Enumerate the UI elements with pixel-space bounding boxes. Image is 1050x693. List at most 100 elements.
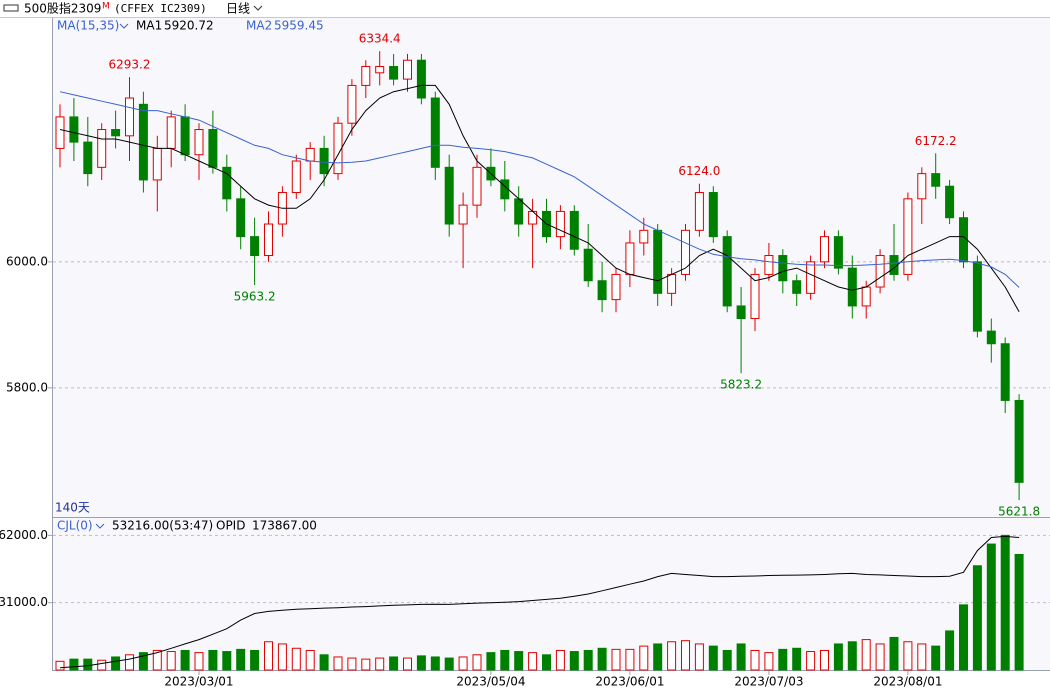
candle-body bbox=[708, 192, 718, 238]
volume-bar bbox=[180, 649, 190, 671]
volume-bar bbox=[750, 649, 760, 671]
subtitle: (CFFEX IC2309) bbox=[114, 2, 207, 15]
candle-body bbox=[69, 116, 79, 143]
volume-title[interactable]: CJL(0) bbox=[57, 519, 93, 533]
candle-body bbox=[931, 173, 941, 187]
volume-bar bbox=[1000, 534, 1010, 671]
candle-body bbox=[1014, 399, 1024, 483]
volume-bar bbox=[820, 649, 829, 671]
price-annotation: 6124.0 bbox=[678, 164, 720, 178]
candle-body bbox=[319, 147, 329, 175]
volume-bar bbox=[444, 657, 454, 671]
ma-readout: 5920.72 bbox=[164, 19, 214, 33]
candle-body bbox=[97, 129, 107, 168]
ma-line bbox=[59, 84, 1020, 313]
title-mark: M bbox=[102, 2, 110, 12]
candle-body bbox=[861, 286, 871, 307]
candle-body bbox=[472, 166, 482, 206]
volume-bar bbox=[125, 654, 134, 671]
candle-body bbox=[291, 160, 301, 194]
volume-bar bbox=[889, 636, 899, 671]
volume-bar bbox=[625, 648, 635, 671]
volume-bar bbox=[542, 654, 551, 671]
candle-body bbox=[250, 236, 260, 257]
candle-body bbox=[166, 116, 176, 149]
period[interactable]: 日线 bbox=[226, 2, 250, 16]
candle-body bbox=[806, 261, 816, 294]
candle-body bbox=[347, 84, 357, 124]
volume-bar bbox=[458, 656, 468, 671]
volume-bar bbox=[792, 647, 802, 671]
candle-body bbox=[694, 192, 704, 231]
candle-body bbox=[653, 229, 663, 294]
opid-line bbox=[59, 535, 1020, 669]
volume-tick-label: 31000.0 bbox=[0, 595, 48, 609]
candle-body bbox=[833, 236, 843, 269]
y-tick-label: 6000.0 bbox=[6, 254, 48, 268]
candle-body bbox=[416, 59, 426, 99]
x-tick-label: 2023/03/01 bbox=[164, 675, 233, 689]
candle-body bbox=[792, 280, 802, 294]
volume-bar bbox=[111, 656, 121, 671]
ma-line bbox=[59, 91, 1020, 288]
volume-bar bbox=[847, 641, 857, 671]
x-tick-label: 2023/07/03 bbox=[734, 675, 803, 689]
volume-bar bbox=[472, 654, 482, 671]
candle-body bbox=[389, 66, 399, 80]
volume-bar bbox=[69, 658, 79, 671]
period-dropdown[interactable] bbox=[253, 5, 263, 11]
volume-bar bbox=[305, 649, 315, 671]
price-annotation: 5963.2 bbox=[234, 290, 276, 304]
candle-body bbox=[194, 129, 204, 156]
volume-bar bbox=[736, 643, 746, 671]
price-annotation: 6293.2 bbox=[109, 58, 151, 72]
candle-body bbox=[514, 198, 524, 225]
candle-body bbox=[125, 97, 134, 137]
candle-body bbox=[375, 66, 385, 74]
volume-bar bbox=[806, 651, 816, 671]
candle-body bbox=[722, 236, 732, 307]
candle-body bbox=[667, 273, 677, 294]
volume-bar bbox=[55, 660, 65, 671]
candle-body bbox=[236, 198, 246, 238]
indicator-dropdown[interactable] bbox=[119, 23, 129, 29]
volume-bar bbox=[583, 649, 593, 671]
candle-body bbox=[569, 210, 579, 250]
volume-bar bbox=[277, 643, 287, 671]
candle-body bbox=[750, 273, 760, 320]
candle-body bbox=[625, 242, 635, 275]
volume-bar bbox=[403, 657, 412, 671]
indicator[interactable]: MA(15,35) bbox=[57, 19, 119, 33]
candle-body bbox=[639, 229, 649, 244]
volume-bar bbox=[347, 657, 357, 671]
candle-body bbox=[903, 198, 913, 275]
volume-bar bbox=[931, 645, 941, 671]
candle-body bbox=[847, 267, 857, 307]
volume-bar bbox=[611, 648, 621, 671]
volume-tick-label: 62000.0 bbox=[0, 528, 48, 542]
volume-bar bbox=[972, 565, 982, 671]
volume-bar bbox=[639, 645, 649, 671]
candle-body bbox=[597, 280, 607, 301]
candle-body bbox=[1000, 343, 1010, 401]
volume-dropdown[interactable] bbox=[95, 523, 105, 529]
volume-bar bbox=[667, 641, 677, 671]
volume-bar bbox=[833, 643, 843, 671]
candle-body bbox=[583, 248, 593, 282]
candle-body bbox=[333, 122, 343, 175]
volume-bar bbox=[959, 604, 968, 671]
ma-name: MA1 bbox=[136, 19, 162, 33]
days-label: 140天 bbox=[55, 501, 90, 515]
candle-body bbox=[138, 103, 148, 181]
menu-icon[interactable] bbox=[3, 4, 19, 12]
volume-bar bbox=[917, 643, 927, 671]
y-tick-label: 5800.0 bbox=[6, 380, 48, 394]
x-tick-label: 2023/08/01 bbox=[873, 675, 942, 689]
volume-bar bbox=[875, 643, 885, 671]
volume-bar bbox=[1014, 553, 1024, 671]
volume-bar bbox=[333, 656, 343, 671]
candle-body bbox=[875, 255, 885, 288]
candle-body bbox=[972, 261, 982, 332]
volume-bar bbox=[708, 645, 718, 671]
volume-bar bbox=[83, 658, 93, 671]
